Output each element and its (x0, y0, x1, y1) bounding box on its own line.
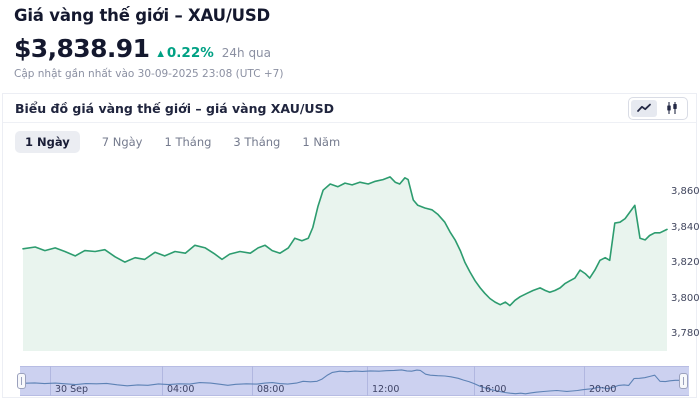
navigator-gridline (252, 366, 253, 396)
navigator-gridline (474, 366, 475, 396)
line-chart-icon (637, 103, 651, 112)
candlestick-chart-button[interactable] (659, 100, 685, 117)
candlestick-icon (667, 102, 677, 114)
page-title: Giá vàng thế giới – XAU/USD (14, 6, 271, 25)
price-change-percent: 0.22% (166, 45, 214, 61)
price-value: $3,838.91 (14, 34, 150, 63)
chart-card: Biểu đồ giá vàng thế giới – giá vàng XAU… (2, 93, 697, 398)
y-axis-label: 3,860 (671, 186, 700, 197)
navigator-gridline (584, 366, 585, 396)
change-period-label: 24h qua (221, 46, 272, 60)
x-axis-label: 08:00 (257, 384, 285, 395)
navigator-right-handle[interactable] (679, 373, 688, 389)
navigator-left-handle[interactable] (17, 373, 26, 389)
navigator-gridline (367, 366, 368, 396)
chart-section-title: Biểu đồ giá vàng thế giới – giá vàng XAU… (15, 100, 334, 116)
y-axis-label: 3,820 (671, 257, 700, 268)
price-row: $3,838.91 ▲ 0.22% 24h qua (14, 34, 271, 63)
y-axis-label: 3,800 (671, 293, 700, 304)
y-axis-label: 3,840 (671, 222, 700, 233)
x-axis-label: 04:00 (167, 384, 195, 395)
x-axis-label: 30 Sep (55, 384, 89, 395)
x-axis-label: 16:00 (479, 384, 507, 395)
tab-1-day[interactable]: 1 Ngày (15, 131, 80, 153)
range-tabs: 1 Ngày 7 Ngày 1 Tháng 3 Tháng 1 Năm (15, 131, 340, 153)
tab-1-year[interactable]: 1 Năm (302, 131, 340, 153)
last-updated-text: Cập nhật gần nhất vào 30-09-2025 23:08 (… (14, 68, 284, 80)
up-arrow-icon: ▲ (157, 49, 164, 59)
y-axis-label: 3,780 (671, 328, 700, 339)
tab-1-month[interactable]: 1 Tháng (165, 131, 212, 153)
line-chart-button[interactable] (631, 99, 657, 117)
chart-type-toggle (628, 96, 688, 120)
chart-card-header: Biểu đồ giá vàng thế giới – giá vàng XAU… (3, 94, 696, 123)
tab-7-days[interactable]: 7 Ngày (102, 131, 143, 153)
x-axis-label: 20:00 (589, 384, 617, 395)
navigator-gridline (162, 366, 163, 396)
navigator-gridline (50, 366, 51, 396)
tab-3-months[interactable]: 3 Tháng (233, 131, 280, 153)
price-change-badge: ▲ 0.22% (157, 45, 213, 61)
x-axis-label: 12:00 (372, 384, 400, 395)
